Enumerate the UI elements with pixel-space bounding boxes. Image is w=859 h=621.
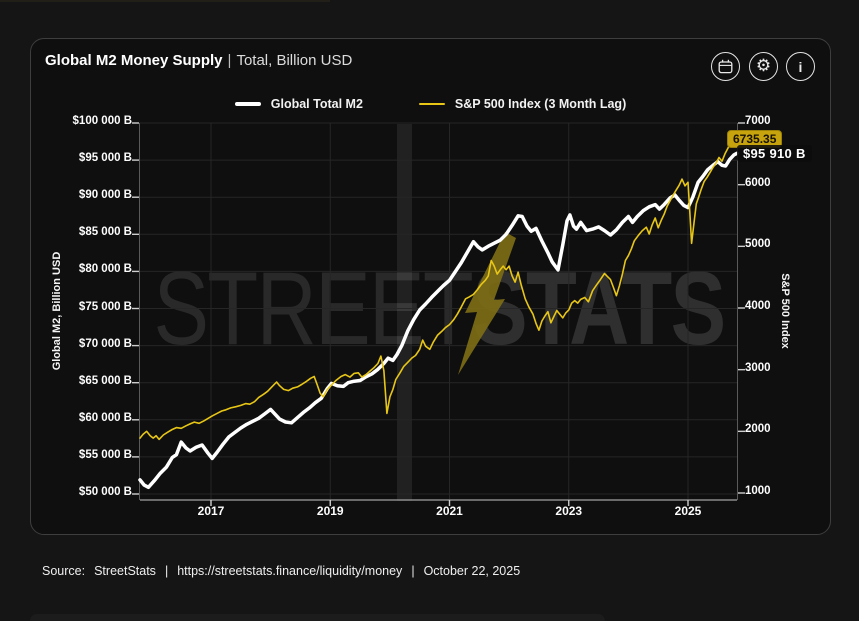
source-pipe-1: | bbox=[164, 564, 169, 578]
chart-card: Global M2 Money Supply | Total, Billion US… bbox=[30, 38, 831, 535]
chart-legend: Global Total M2 S&P 500 Index (3 Month L… bbox=[31, 97, 830, 111]
source-pipe-2: | bbox=[411, 564, 415, 578]
chart-plot-area[interactable] bbox=[141, 124, 738, 501]
sp500-line-swatch bbox=[418, 103, 445, 105]
bottom-card-peek bbox=[30, 614, 605, 621]
source-label: Source: bbox=[42, 564, 86, 578]
legend-label-m2: Global Total M2 bbox=[270, 97, 363, 111]
m2-last-value-label: $95 910 B bbox=[737, 145, 812, 162]
info-button[interactable]: i bbox=[786, 52, 815, 81]
settings-button[interactable]: ⚙ bbox=[749, 52, 778, 81]
legend-label-sp500: S&P 500 Index (3 Month Lag) bbox=[454, 97, 627, 111]
info-icon: i bbox=[798, 58, 803, 75]
title-main: Global M2 Money Supply bbox=[45, 52, 223, 69]
source-url: https://streetstats.finance/liquidity/mo… bbox=[177, 564, 403, 578]
legend-item-global-m2[interactable]: Global Total M2 bbox=[234, 97, 363, 111]
source-name: StreetStats bbox=[94, 564, 156, 578]
legend-item-sp500[interactable]: S&P 500 Index (3 Month Lag) bbox=[418, 97, 627, 111]
m2-line-swatch bbox=[234, 102, 261, 106]
top-edge-strip bbox=[0, 0, 330, 2]
source-date: October 22, 2025 bbox=[423, 564, 521, 578]
page-title: Global M2 Money Supply | Total, Billion US… bbox=[45, 52, 352, 69]
calendar-button[interactable] bbox=[711, 52, 740, 81]
title-subtitle: Total, Billion USD bbox=[236, 52, 353, 69]
title-separator: | bbox=[227, 52, 232, 69]
calendar-icon bbox=[718, 59, 733, 74]
gear-icon: ⚙ bbox=[755, 56, 772, 76]
source-line: Source: StreetStats | https://streetstat… bbox=[42, 564, 520, 578]
sp500-last-value-badge: 6735.35 bbox=[727, 130, 783, 148]
